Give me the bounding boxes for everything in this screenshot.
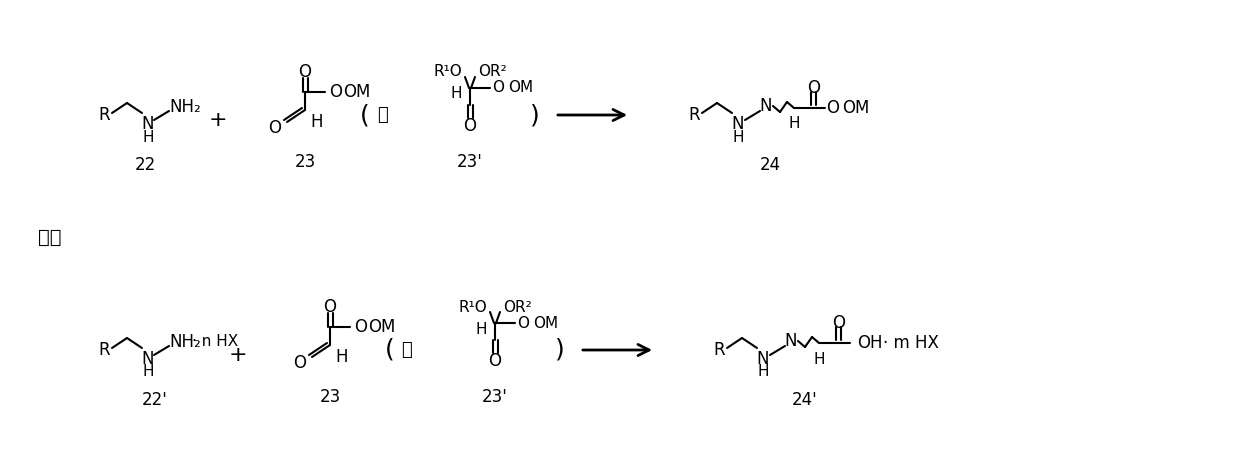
Text: N: N xyxy=(732,115,745,133)
Text: OM: OM xyxy=(508,81,533,96)
Text: 或: 或 xyxy=(401,341,413,359)
Text: 24: 24 xyxy=(760,156,781,174)
Text: 23': 23' xyxy=(457,153,483,171)
Text: O: O xyxy=(323,298,337,316)
Text: O: O xyxy=(330,83,342,101)
Text: H: H xyxy=(813,352,825,366)
Text: R¹O: R¹O xyxy=(434,65,462,80)
Text: H: H xyxy=(732,130,743,145)
Text: NH₂: NH₂ xyxy=(170,98,201,116)
Text: O: O xyxy=(517,315,529,330)
Text: H: H xyxy=(142,130,154,145)
Text: OR²: OR² xyxy=(503,299,532,314)
Text: · n HX: · n HX xyxy=(192,334,238,349)
Text: 24': 24' xyxy=(792,391,818,409)
Text: +: + xyxy=(208,110,227,130)
Text: OR²: OR² xyxy=(478,65,507,80)
Text: R: R xyxy=(98,106,110,124)
Text: N: N xyxy=(760,97,772,115)
Text: 23: 23 xyxy=(320,388,341,406)
Text: R: R xyxy=(689,106,700,124)
Text: R¹O: R¹O xyxy=(458,299,487,314)
Text: 23': 23' xyxy=(482,388,508,406)
Text: H: H xyxy=(142,364,154,379)
Text: (: ( xyxy=(385,338,395,362)
Text: N: N xyxy=(757,350,769,368)
Text: 22: 22 xyxy=(134,156,156,174)
Text: +: + xyxy=(229,345,248,365)
Text: O: O xyxy=(833,314,845,332)
Text: NH₂: NH₂ xyxy=(170,333,201,351)
Text: N: N xyxy=(141,350,154,368)
Text: O: O xyxy=(463,117,477,135)
Text: O: O xyxy=(354,318,367,336)
Text: H: H xyxy=(476,322,487,337)
Text: 或: 或 xyxy=(377,106,388,124)
Text: OM: OM xyxy=(843,99,870,117)
Text: 23: 23 xyxy=(295,153,316,171)
Text: H: H xyxy=(757,364,768,379)
Text: ): ) xyxy=(530,103,540,127)
Text: OM: OM xyxy=(533,315,558,330)
Text: H: H xyxy=(788,116,799,131)
Text: ): ) xyxy=(555,338,565,362)
Text: O: O xyxy=(299,63,311,81)
Text: H: H xyxy=(310,113,322,131)
Text: O: O xyxy=(268,119,281,137)
Text: R: R xyxy=(714,341,725,359)
Text: OM: OM xyxy=(368,318,395,336)
Text: (: ( xyxy=(361,103,370,127)
Text: O: O xyxy=(808,79,820,97)
Text: 或，: 或， xyxy=(38,228,62,247)
Text: O: O xyxy=(492,81,504,96)
Text: O: O xyxy=(826,99,839,117)
Text: N: N xyxy=(784,332,797,350)
Text: H: H xyxy=(335,348,347,366)
Text: 22': 22' xyxy=(142,391,169,409)
Text: OH: OH xyxy=(857,334,882,352)
Text: · m HX: · m HX xyxy=(883,334,939,352)
Text: R: R xyxy=(98,341,110,359)
Text: O: O xyxy=(488,352,502,370)
Text: H: H xyxy=(451,86,462,101)
Text: N: N xyxy=(141,115,154,133)
Text: O: O xyxy=(292,354,306,372)
Text: OM: OM xyxy=(343,83,370,101)
